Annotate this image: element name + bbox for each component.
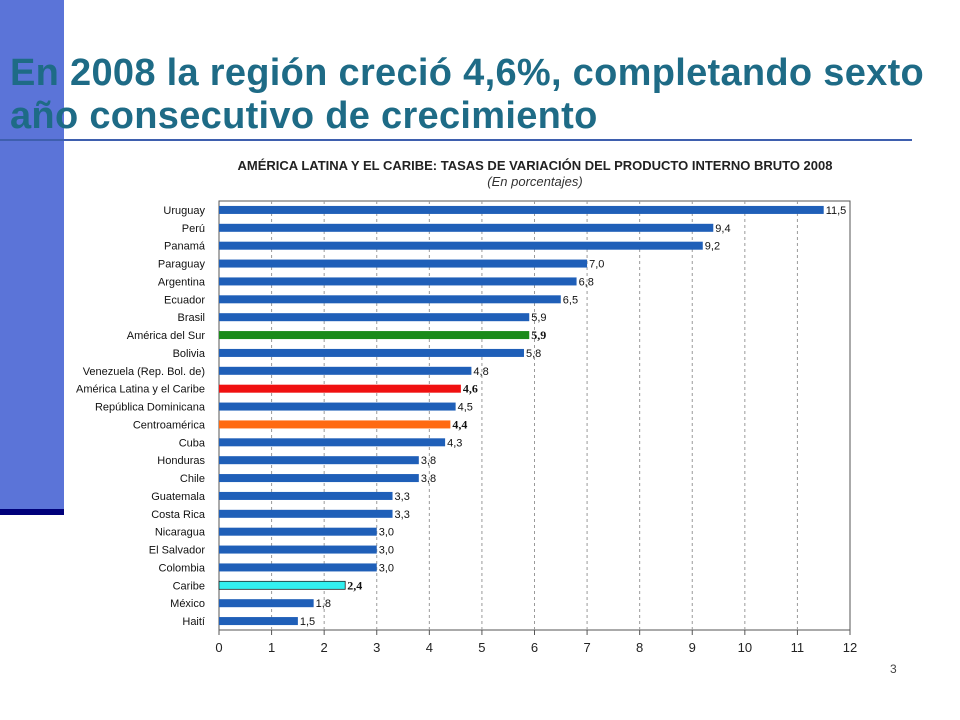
category-label: Cuba [179,437,206,449]
category-label: Haití [182,616,205,628]
category-label: Uruguay [163,205,205,217]
x-tick-label: 5 [478,640,485,655]
data-label: 9,4 [715,223,730,235]
bar [219,205,824,214]
data-label: 3,0 [379,527,394,539]
category-label: República Dominicana [95,402,206,414]
bar [219,241,703,250]
bar [219,366,472,375]
data-label: 5,9 [531,312,546,324]
bar [219,277,577,286]
category-label: Costa Rica [151,509,206,521]
data-label: 5,8 [526,348,541,360]
data-label: 2,4 [347,578,362,592]
bar [219,545,377,554]
bar [219,474,419,483]
chart-title: AMÉRICA LATINA Y EL CARIBE: TASAS DE VAR… [237,158,833,173]
category-label: Honduras [157,455,205,467]
x-tick-label: 0 [215,640,222,655]
data-label: 9,2 [705,241,720,253]
category-label: Perú [182,223,205,235]
category-label: Centroamérica [133,419,206,431]
bar [219,348,524,357]
bar [219,527,377,536]
data-label: 3,0 [379,545,394,557]
plot-area-frame [218,200,851,631]
category-label: Paraguay [158,259,206,271]
data-label: 1,8 [316,598,331,610]
data-label: 3,8 [421,455,436,467]
bar [219,617,298,626]
category-label: América del Sur [127,330,206,342]
x-tick-label: 3 [373,640,380,655]
category-label: Guatemala [151,491,206,503]
chart-subtitle: (En porcentajes) [487,174,583,189]
category-label: Ecuador [164,294,205,306]
data-label: 6,5 [563,294,578,306]
data-label: 4,4 [452,417,467,431]
bar [219,509,393,518]
data-label: 3,0 [379,562,394,574]
bar [218,580,346,590]
data-label: 4,6 [463,382,478,396]
category-label: Chile [180,473,205,485]
bar [219,384,461,393]
data-label: 3,3 [395,491,410,503]
x-tick-label: 11 [791,640,805,655]
data-label: 4,8 [473,366,488,378]
category-label: Bolivia [173,348,206,360]
bar [219,563,377,572]
bar [219,295,561,304]
data-label: 4,3 [447,437,462,449]
bar [219,259,588,268]
x-tick-label: 1 [268,640,275,655]
category-label: El Salvador [149,545,206,557]
category-label: Venezuela (Rep. Bol. de) [83,366,205,378]
x-tick-label: 8 [636,640,643,655]
bar [219,491,393,500]
category-label: Colombia [159,562,206,574]
side-accent-cap [0,509,64,515]
page-number: 3 [890,662,897,676]
category-label: Argentina [158,276,206,288]
data-label: 3,3 [395,509,410,521]
bar [219,223,714,232]
category-label: Panamá [164,241,206,253]
x-tick-label: 12 [843,640,857,655]
side-accent-bar [0,0,64,512]
slide-title: En 2008 la región creció 4,6%, completan… [10,52,925,137]
bar [219,456,419,465]
bar [219,331,530,340]
x-tick-label: 2 [321,640,328,655]
x-tick-label: 7 [583,640,590,655]
data-label: 11,5 [826,205,847,217]
x-tick-label: 9 [689,640,696,655]
title-divider [0,139,912,141]
bar [219,420,451,429]
x-tick-label: 4 [426,640,433,655]
category-label: Brasil [177,312,205,324]
category-label: Caribe [173,580,205,592]
data-label: 5,9 [531,328,546,342]
data-label: 1,5 [300,616,315,628]
x-tick-label: 6 [531,640,538,655]
category-label: América Latina y el Caribe [76,384,205,396]
bar [219,599,314,608]
bar [219,438,446,447]
bar [219,402,456,411]
data-label: 7,0 [589,259,604,271]
category-label: México [170,598,205,610]
data-label: 3,8 [421,473,436,485]
data-label: 4,5 [458,402,473,414]
x-tick-label: 10 [738,640,752,655]
bar [219,313,530,322]
category-label: Nicaragua [155,527,206,539]
data-label: 6,8 [579,276,594,288]
